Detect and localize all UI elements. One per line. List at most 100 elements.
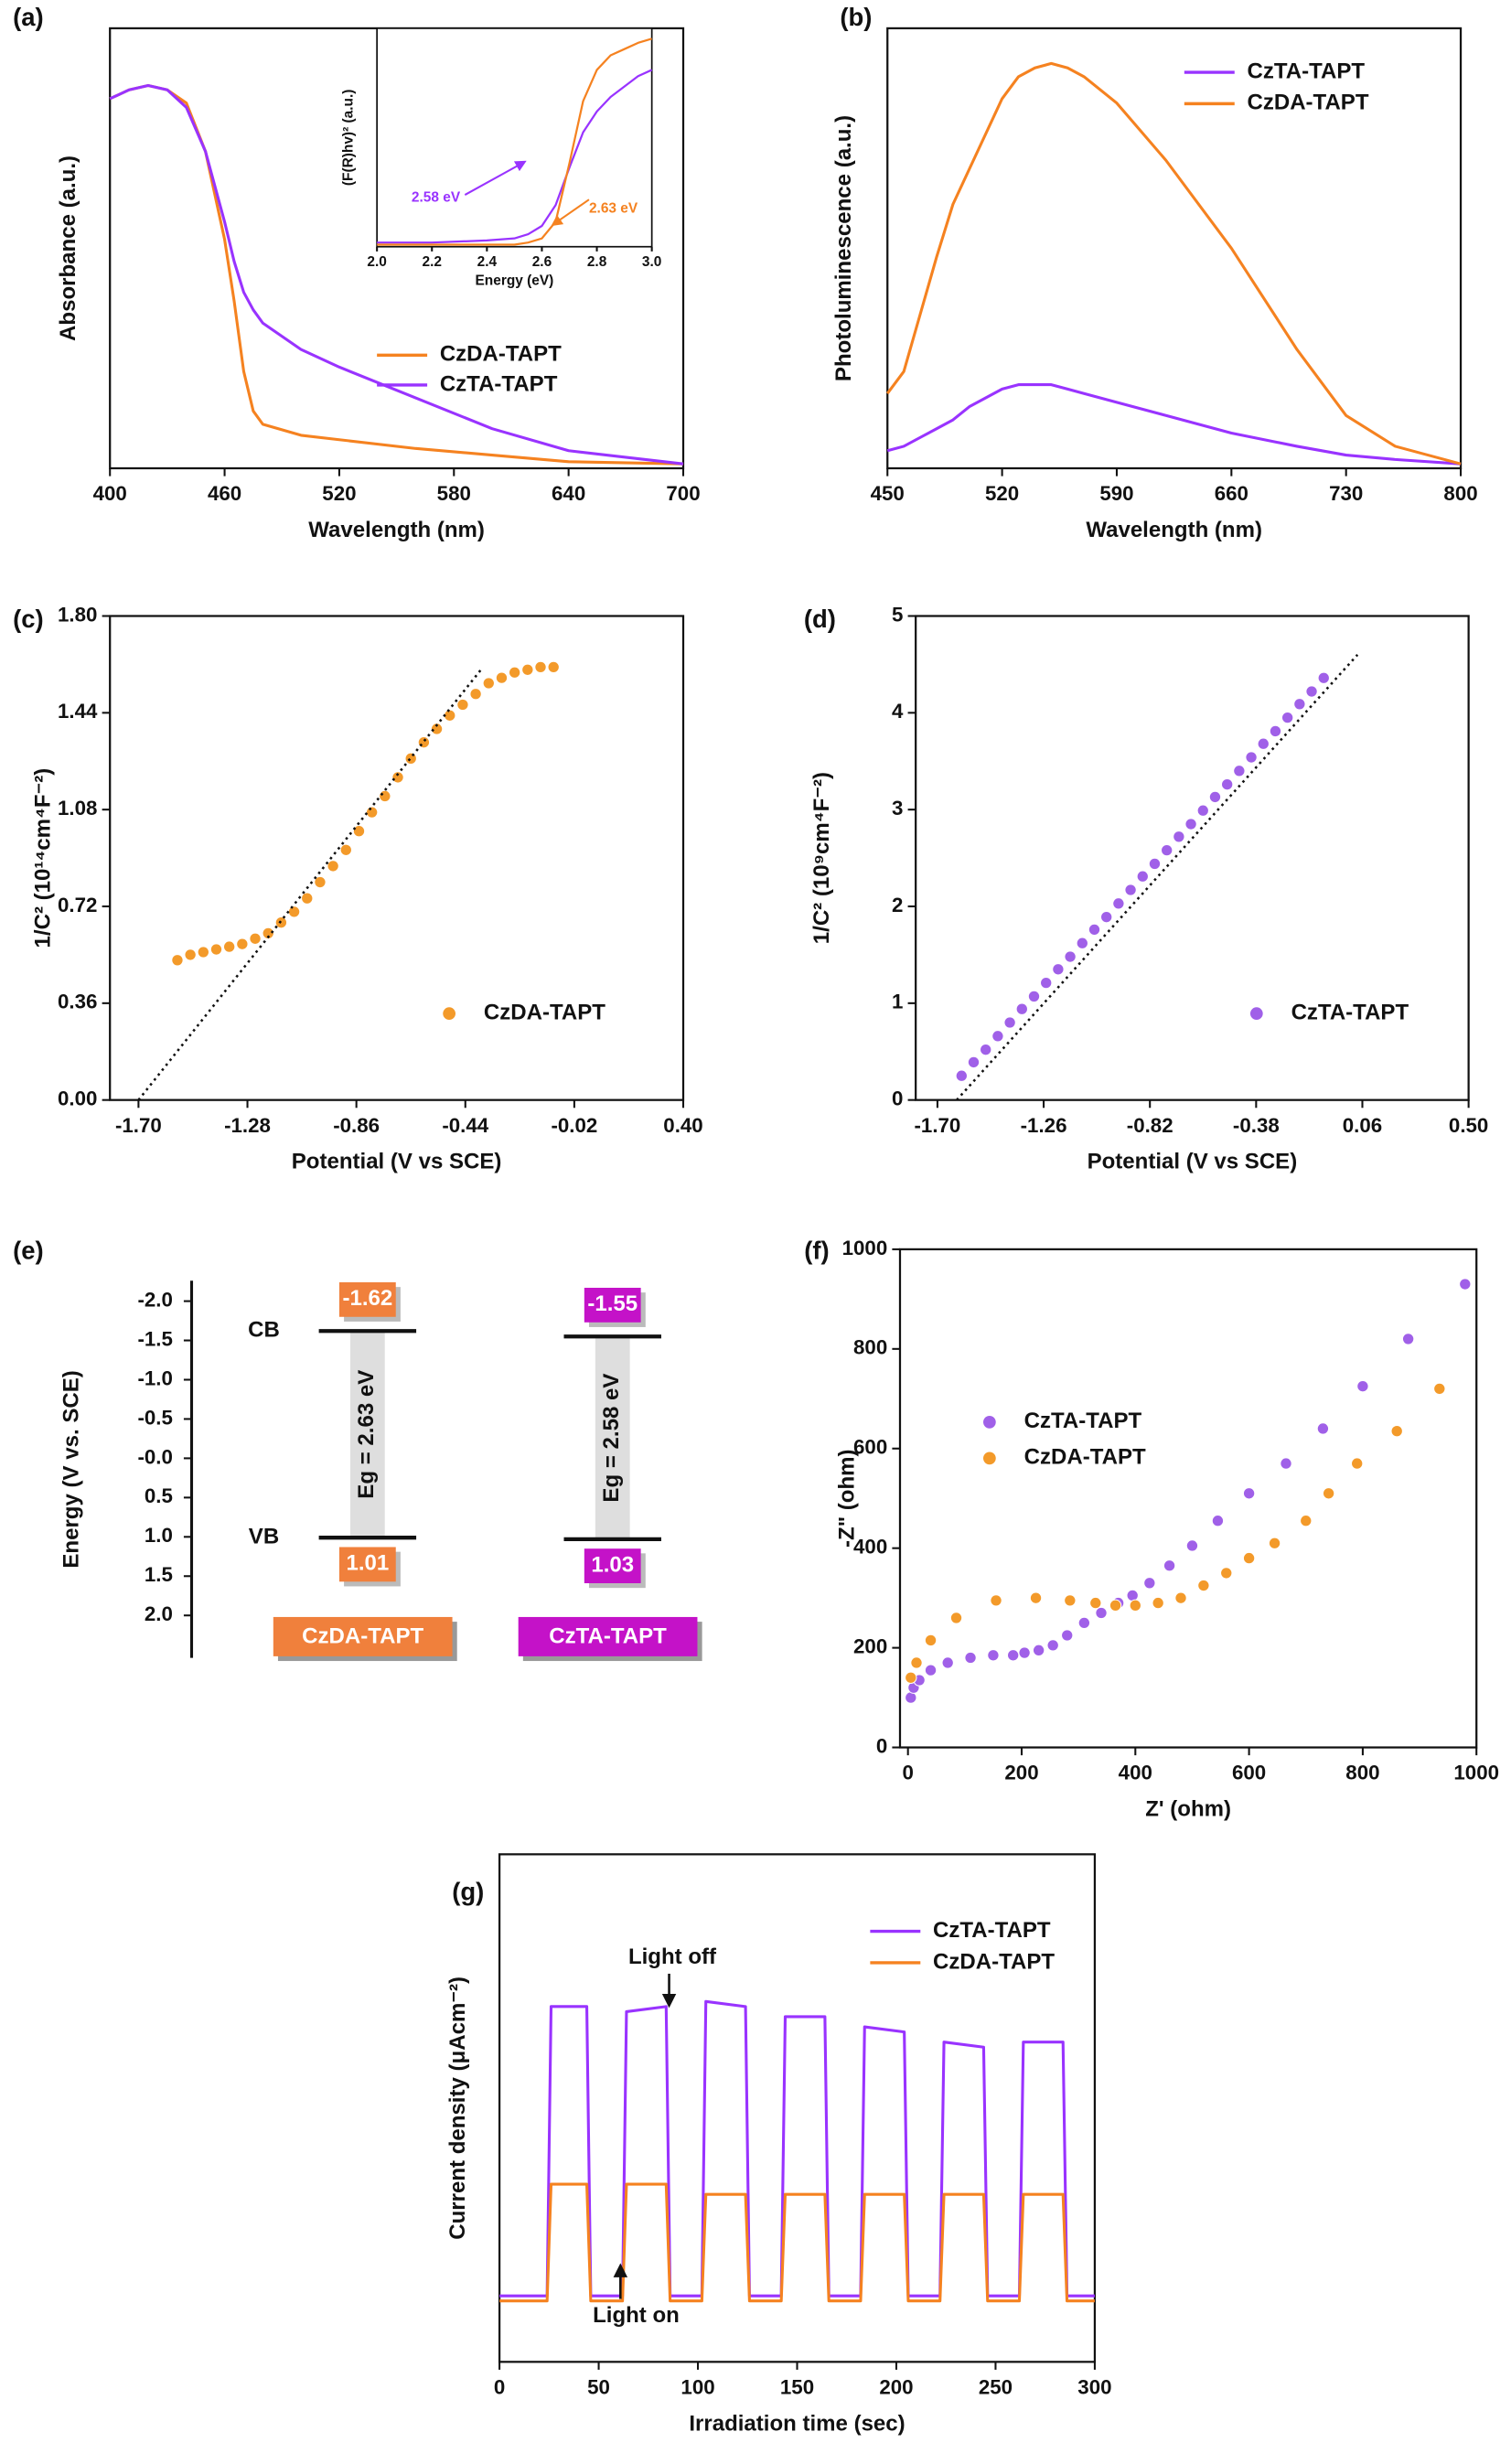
scatter-point (1316, 1422, 1330, 1435)
scatter-point (949, 1612, 963, 1624)
x-tick-label: 800 (1345, 1762, 1379, 1784)
y-axis-label: Absorbance (a.u.) (56, 155, 80, 341)
x-tick-label: 2.4 (477, 254, 498, 270)
scatter-point (1032, 1644, 1045, 1657)
scatter-point (1099, 910, 1113, 924)
scatter-point (1184, 818, 1197, 830)
line-series (499, 1999, 1095, 2298)
y-tick-label: 0 (876, 1734, 887, 1757)
scatter-point (1064, 1594, 1077, 1607)
legend-label: CzDA-TAPT (933, 1949, 1055, 1974)
scatter-point (365, 806, 379, 819)
y-tick-label: 4 (892, 700, 904, 723)
scatter-point (1003, 1016, 1016, 1029)
x-tick-label: -1.70 (914, 1114, 960, 1137)
scatter-point (339, 843, 352, 856)
band-gap-bar (349, 1331, 385, 1538)
y-axis-label: 1/C² (10⁹cm⁴F⁻²) (809, 772, 834, 944)
scatter-point (1136, 870, 1149, 883)
scatter-point (1293, 698, 1306, 711)
x-tick-label: 520 (322, 482, 356, 505)
name-box (518, 1616, 698, 1656)
scatter-point (495, 671, 509, 684)
x-tick-label: 300 (1077, 2375, 1111, 2398)
scatter-point (197, 946, 210, 959)
x-tick-label: 730 (1329, 482, 1363, 505)
cb-value: -1.62 (342, 1286, 392, 1311)
scatter-point (1077, 1616, 1091, 1630)
plot-frame (886, 27, 1463, 470)
panel-label: (a) (13, 3, 44, 31)
scatter-point (209, 943, 223, 956)
scatter-point (967, 1055, 981, 1069)
y-tick-label: 0.5 (145, 1484, 173, 1507)
scatter-point (327, 860, 339, 873)
scatter-point (964, 1651, 977, 1665)
line-series (499, 2182, 1095, 2303)
scatter-point (1257, 737, 1270, 750)
y-tick-label: 1.08 (58, 797, 97, 820)
value-box (338, 1281, 396, 1317)
scatter-point (417, 735, 431, 749)
y-tick-label: 1 (892, 991, 903, 1013)
annotation: 2.58 eV (412, 190, 461, 206)
scatter-point (1300, 1515, 1313, 1527)
x-tick-label: 200 (879, 2375, 913, 2398)
panel-label: (e) (13, 1237, 44, 1265)
scatter-point (184, 948, 197, 961)
y-axis-label: 1/C² (10¹⁴cm⁴F⁻²) (30, 768, 55, 948)
y-tick-label: 0.00 (58, 1087, 97, 1110)
y-tick-label: 1.80 (58, 603, 97, 626)
band-label: CB (248, 1318, 280, 1343)
plot-frame (109, 615, 685, 1101)
scatter-point (1160, 843, 1173, 857)
y-axis-label: (F(R)hv)² (a.u.) (340, 90, 356, 186)
scatter-point (1317, 671, 1330, 684)
scatter-point (1027, 990, 1041, 1003)
y-tick-label: 200 (853, 1634, 887, 1657)
y-tick-label: 1000 (842, 1237, 888, 1259)
x-tick-label: 400 (93, 482, 127, 505)
x-axis-label: Energy (eV) (476, 273, 554, 289)
scatter-point (222, 940, 236, 953)
panel-label: (d) (804, 605, 836, 633)
line-series (886, 383, 1462, 466)
scatter-point (1196, 804, 1209, 817)
y-tick-label: -1.0 (137, 1366, 172, 1389)
x-tick-label: 0 (902, 1762, 913, 1784)
x-tick-label: 0.40 (663, 1114, 702, 1137)
plot-frame (498, 1853, 1097, 2363)
line-series (886, 61, 1462, 466)
annotation-arrow (551, 198, 590, 227)
scatter-point (1351, 1457, 1364, 1470)
y-tick-label: -1.5 (137, 1327, 172, 1350)
scatter-point (1112, 897, 1125, 910)
name-box (273, 1616, 453, 1656)
x-tick-label: 2.0 (367, 254, 386, 270)
plot-frame (898, 1248, 1478, 1749)
x-tick-label: -0.02 (551, 1114, 597, 1137)
scatter-point (1046, 1639, 1059, 1652)
scatter-point (1148, 857, 1162, 871)
scatter-point (456, 698, 469, 712)
legend-label: CzDA-TAPT (1248, 91, 1369, 115)
value-box (584, 1548, 641, 1583)
legend-label: CzTA-TAPT (1248, 59, 1366, 83)
scatter-point (1095, 1606, 1108, 1620)
scatter-point (1208, 790, 1222, 804)
y-tick-label: -0.5 (137, 1406, 172, 1429)
scatter-point (430, 723, 444, 735)
scatter-point (1064, 950, 1077, 963)
scatter-point (1109, 1599, 1122, 1612)
scatter-point (1006, 1649, 1020, 1662)
legend-label: CzTA-TAPT (1024, 1409, 1142, 1433)
scatter-point (1356, 1379, 1369, 1393)
scatter-point (1281, 711, 1294, 724)
scatter-point (404, 752, 417, 766)
x-tick-label: 520 (985, 482, 1019, 505)
scatter-point (1220, 777, 1234, 791)
scatter-point (1015, 1002, 1029, 1015)
annotation: Light on (593, 2303, 680, 2328)
y-tick-label: 2.0 (145, 1602, 173, 1625)
scatter-point (1018, 1646, 1031, 1659)
